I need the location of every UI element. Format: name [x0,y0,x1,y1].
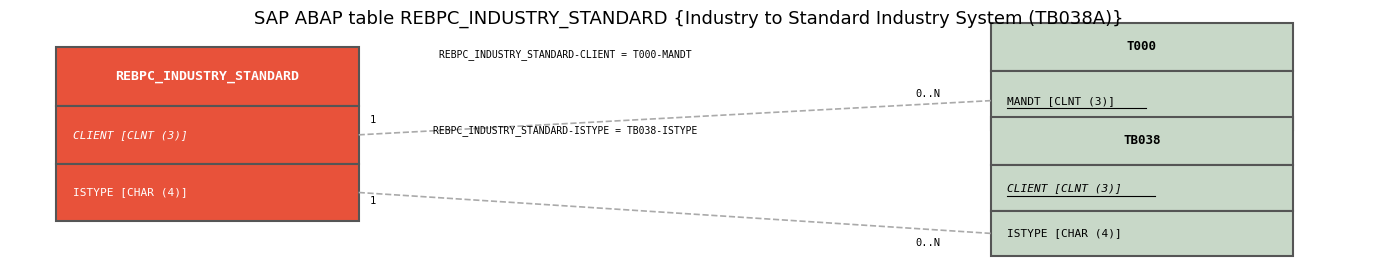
Text: 1: 1 [369,196,376,205]
FancyBboxPatch shape [991,71,1293,130]
Text: REBPC_INDUSTRY_STANDARD: REBPC_INDUSTRY_STANDARD [116,70,300,83]
Text: MANDT [CLNT (3)]: MANDT [CLNT (3)] [1008,96,1115,106]
FancyBboxPatch shape [991,211,1293,256]
Text: REBPC_INDUSTRY_STANDARD-ISTYPE = TB038-ISTYPE: REBPC_INDUSTRY_STANDARD-ISTYPE = TB038-I… [432,125,697,136]
FancyBboxPatch shape [56,47,358,106]
FancyBboxPatch shape [56,164,358,221]
Text: REBPC_INDUSTRY_STANDARD-CLIENT = T000-MANDT: REBPC_INDUSTRY_STANDARD-CLIENT = T000-MA… [438,50,691,60]
Text: SAP ABAP table REBPC_INDUSTRY_STANDARD {Industry to Standard Industry System (TB: SAP ABAP table REBPC_INDUSTRY_STANDARD {… [253,9,1124,28]
Text: 0..N: 0..N [916,238,940,248]
Text: 0..N: 0..N [916,89,940,99]
Text: ISTYPE [CHAR (4)]: ISTYPE [CHAR (4)] [73,188,187,198]
Text: T000: T000 [1126,40,1157,53]
FancyBboxPatch shape [56,106,358,164]
Text: TB038: TB038 [1124,134,1161,147]
FancyBboxPatch shape [991,23,1293,71]
Text: CLIENT [CLNT (3)]: CLIENT [CLNT (3)] [1008,183,1122,193]
Text: 1: 1 [369,115,376,125]
Text: ISTYPE [CHAR (4)]: ISTYPE [CHAR (4)] [1008,228,1122,238]
FancyBboxPatch shape [991,117,1293,165]
FancyBboxPatch shape [991,165,1293,211]
Text: CLIENT [CLNT (3)]: CLIENT [CLNT (3)] [73,130,187,140]
